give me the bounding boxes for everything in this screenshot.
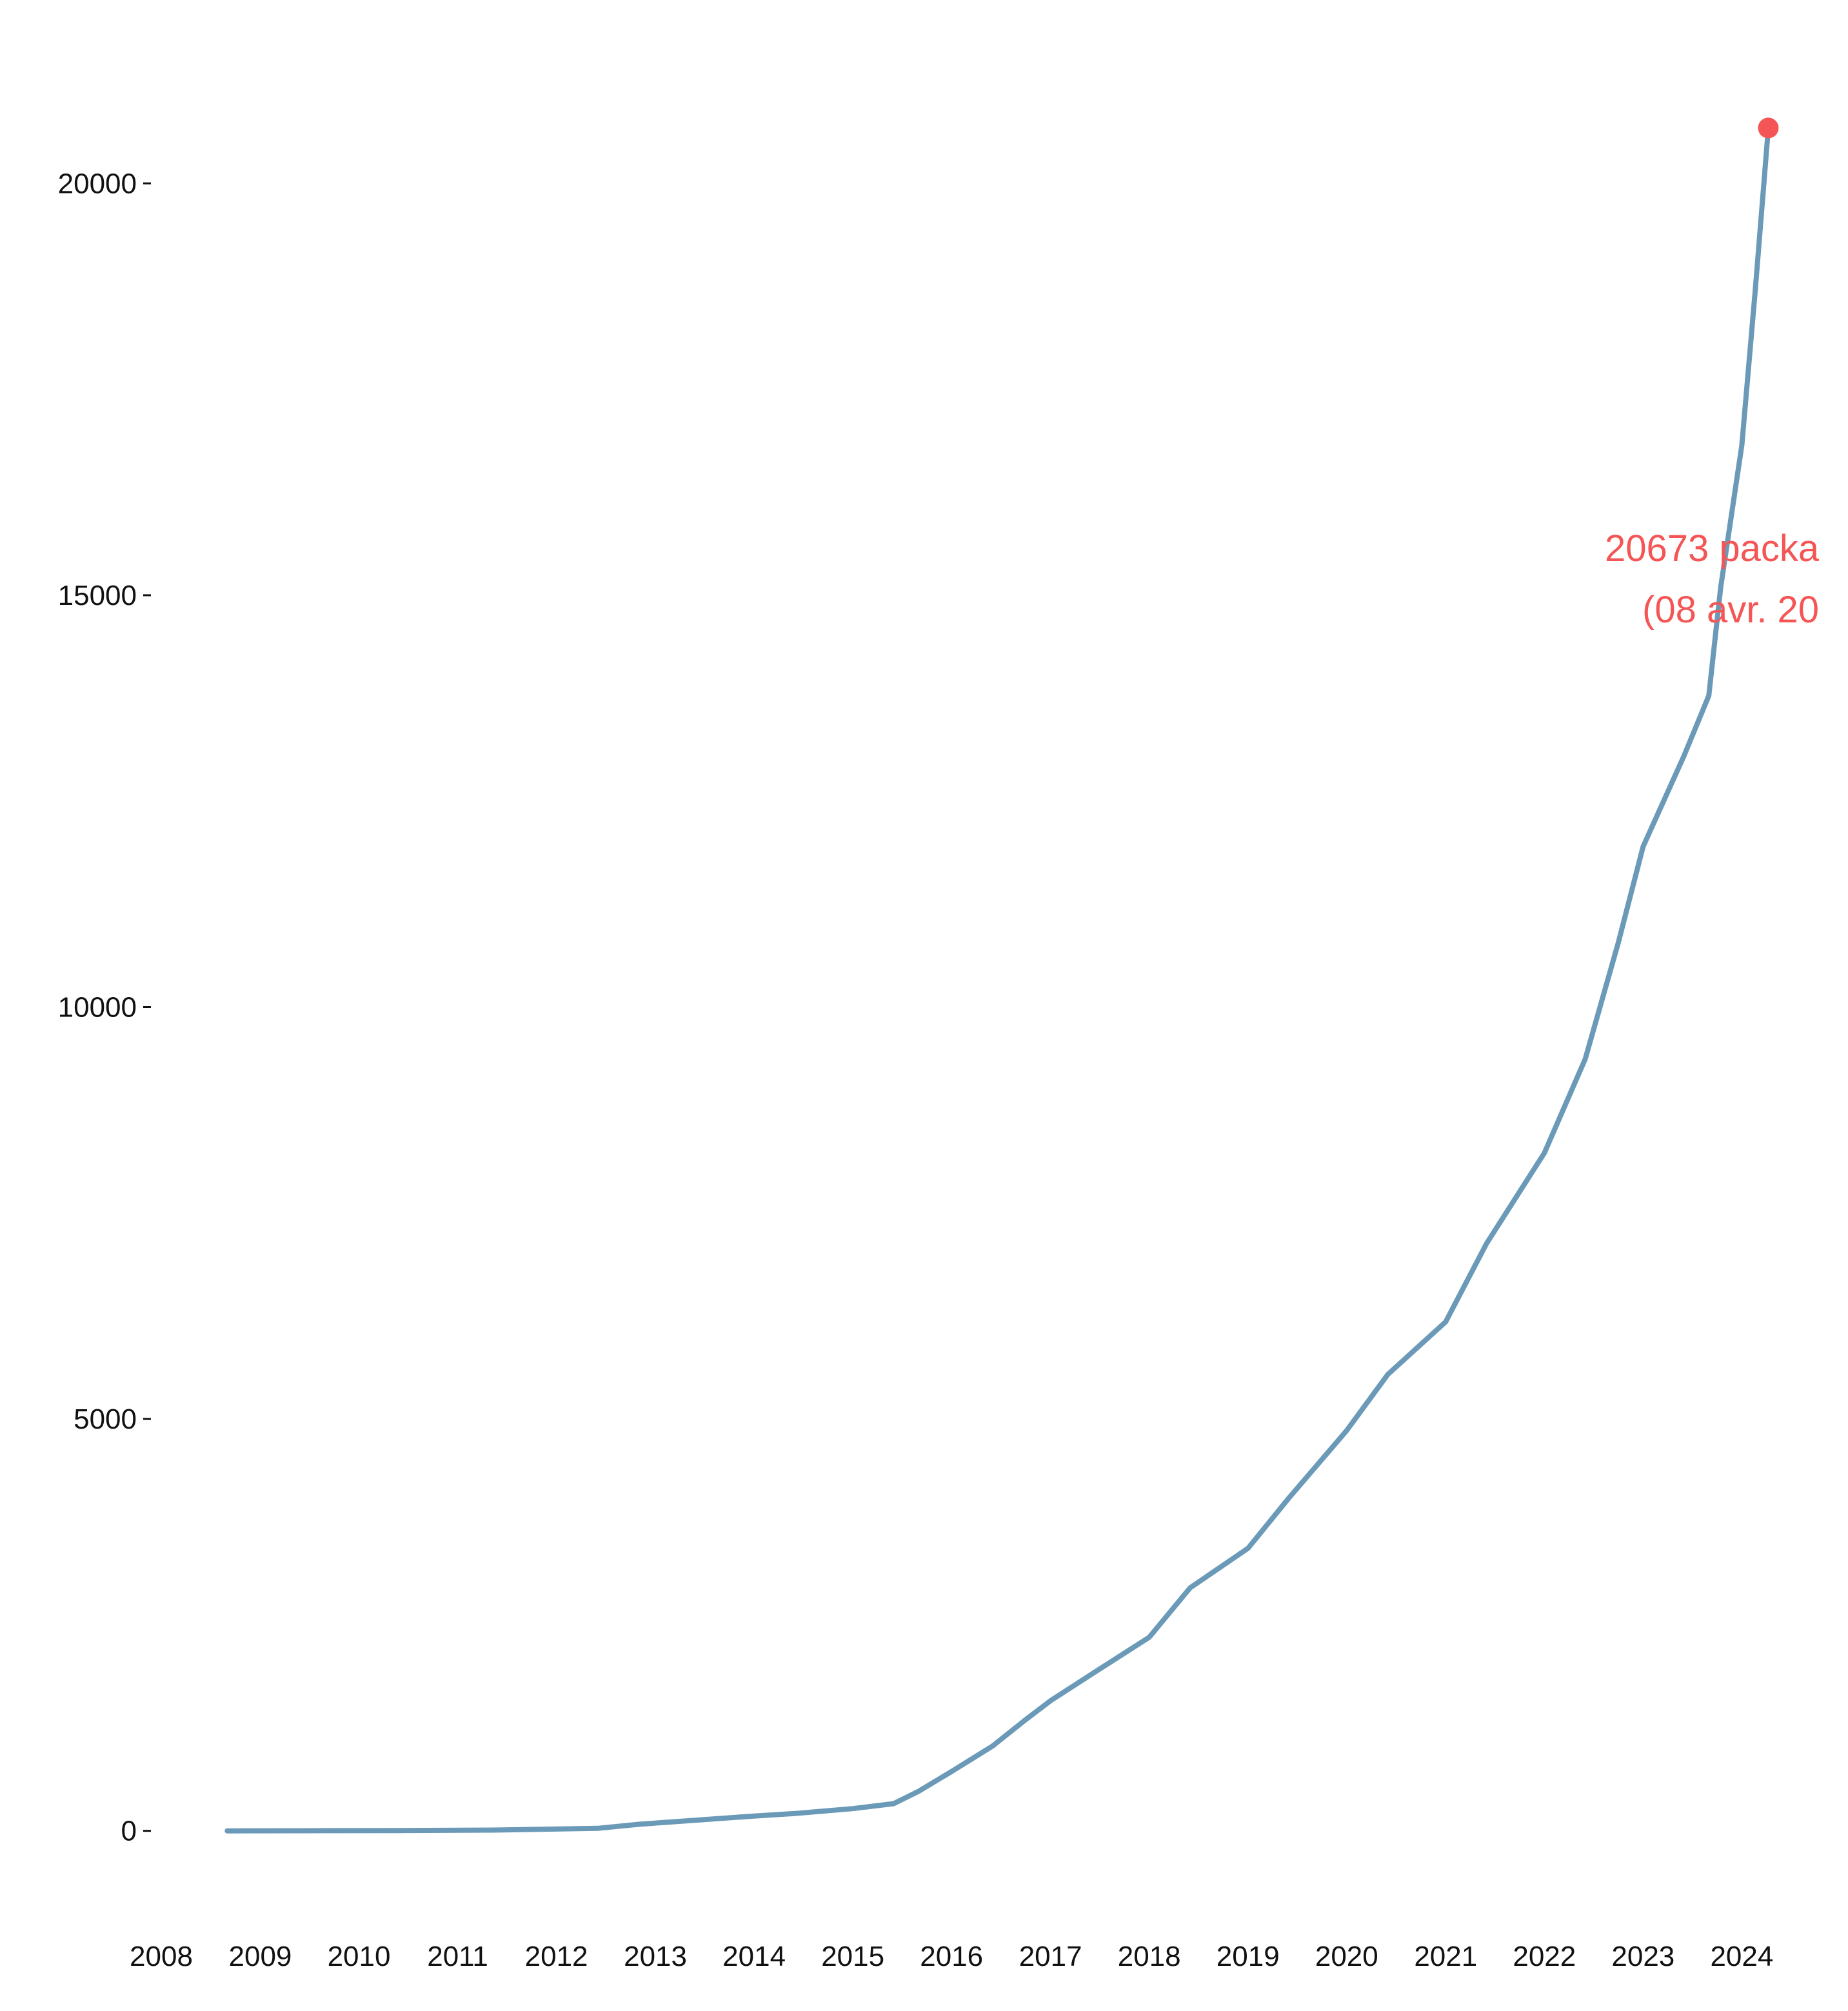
series-line [224, 125, 1771, 1834]
x-tick-label: 2024 [1710, 1941, 1773, 1972]
x-axis: 2008 2009 2010 2011 2012 2013 2014 2015 2016 2017… [130, 1941, 1773, 1972]
y-tick-label: 5000 [74, 1403, 137, 1435]
x-tick-label: 2023 [1611, 1941, 1674, 1972]
annotation-line-1: 20673 packa [1605, 528, 1820, 570]
x-tick-label: 2010 [328, 1941, 391, 1972]
x-tick-label: 2014 [722, 1941, 786, 1972]
x-tick-label: 2021 [1414, 1941, 1477, 1972]
y-axis: 0 5000 10000 15000 20000 [58, 168, 151, 1847]
x-tick-label: 2018 [1118, 1941, 1181, 1972]
x-tick-label: 2011 [427, 1941, 488, 1972]
y-tick-label: 15000 [58, 580, 137, 611]
x-tick-label: 2022 [1513, 1941, 1576, 1972]
x-tick-label: 2008 [130, 1941, 193, 1972]
x-tick-label: 2019 [1217, 1941, 1280, 1972]
x-tick-label: 2017 [1019, 1941, 1082, 1972]
x-tick-label: 2020 [1315, 1941, 1378, 1972]
x-tick-label: 2013 [624, 1941, 687, 1972]
y-tick-label: 0 [121, 1816, 137, 1847]
annotation-line-2: (08 avr. 20 [1642, 589, 1819, 631]
annotation-layer: 20673 packa (08 avr. 20 [1605, 117, 1820, 631]
latest-value-marker [1758, 117, 1779, 139]
x-tick-label: 2015 [821, 1941, 884, 1972]
series-layer [224, 125, 1771, 1834]
y-tick-label: 10000 [58, 992, 137, 1024]
x-tick-label: 2012 [525, 1941, 588, 1972]
x-tick-label: 2016 [920, 1941, 983, 1972]
x-tick-label: 2009 [229, 1941, 292, 1972]
y-tick-label: 20000 [58, 168, 137, 199]
